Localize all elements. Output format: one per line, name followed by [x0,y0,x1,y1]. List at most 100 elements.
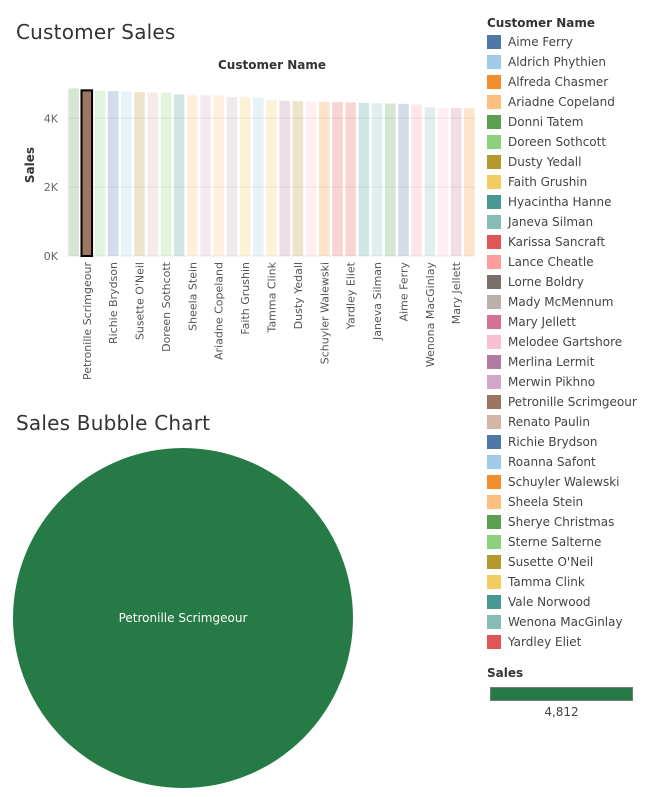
x-tick-label: Susette O'Neil [134,262,147,340]
legend-item[interactable]: Merlina Lermit [487,352,647,372]
x-tick-label: Faith Grushin [239,262,252,335]
legend-swatch [487,315,501,329]
legend-item[interactable]: Lorne Boldry [487,272,647,292]
bubble-chart[interactable]: Petronille Scrimgeour [0,440,480,797]
bar[interactable] [226,96,238,256]
legend-item[interactable]: Susette O'Neil [487,552,647,572]
bar[interactable] [464,108,475,256]
bar[interactable] [94,90,106,256]
bar[interactable] [239,97,251,256]
bar[interactable] [266,100,277,257]
bar[interactable] [279,100,290,256]
legend-item[interactable]: Dusty Yedall [487,152,647,172]
bar[interactable] [160,92,172,256]
legend-swatch [487,335,501,349]
legend-item[interactable]: Sheela Stein [487,492,647,512]
legend-item[interactable]: Yardley Eliet [487,632,647,652]
legend-item[interactable]: Ariadne Copeland [487,92,647,112]
legend-item[interactable]: Doreen Sothcott [487,132,647,152]
bar[interactable] [80,89,94,257]
legend-swatch [487,395,501,409]
bar[interactable] [332,102,343,256]
bar[interactable] [107,91,119,256]
legend-label: Dusty Yedall [508,155,582,169]
bar[interactable] [371,103,383,257]
legend-item[interactable]: Aldrich Phythien [487,52,647,72]
legend-label: Merwin Pikhno [508,375,596,389]
bar[interactable] [305,101,317,256]
legend-item[interactable]: Richie Brydson [487,432,647,452]
bar[interactable] [424,107,436,256]
x-tick-label: Wenona MacGinlay [424,262,437,368]
bar[interactable] [253,97,264,257]
legend-item[interactable]: Vale Norwood [487,592,647,612]
legend-item[interactable]: Mary Jellett [487,312,647,332]
bar[interactable] [450,107,462,256]
bar[interactable] [384,103,396,256]
legend-item[interactable]: Schuyler Walewski [487,472,647,492]
legend-item[interactable]: Alfreda Chasmer [487,72,647,92]
legend-swatch [487,275,501,289]
legend-item[interactable]: Mady McMennum [487,292,647,312]
sales-legend-swatch [490,687,633,701]
legend-item[interactable]: Janeva Silman [487,212,647,232]
bar[interactable] [134,92,145,256]
legend-item[interactable]: Lance Cheatle [487,252,647,272]
legend-swatch [487,115,501,129]
legend-item[interactable]: Roanna Safont [487,452,647,472]
legend-item[interactable]: Tamma Clink [487,572,647,592]
legend-title: Customer Name [487,16,595,30]
legend-swatch [487,515,501,529]
legend-swatch [487,195,501,209]
bar[interactable] [411,104,422,257]
legend-item[interactable]: Donni Tatem [487,112,647,132]
legend-swatch [487,495,501,509]
x-tick-label: Tamma Clink [266,261,279,333]
bar[interactable] [147,92,159,256]
legend-item[interactable]: Karissa Sancraft [487,232,647,252]
bar[interactable] [213,95,225,256]
bar[interactable] [200,95,211,256]
bubble-chart-title: Sales Bubble Chart [16,411,211,435]
legend-item[interactable]: Wenona MacGinlay [487,612,647,632]
legend-swatch [487,155,501,169]
bubble[interactable] [13,448,353,788]
bar[interactable] [292,101,304,256]
legend-item[interactable]: Sterne Salterne [487,532,647,552]
bar[interactable] [318,101,330,257]
y-tick-label: 4K [44,112,59,125]
legend-label: Tamma Clink [508,575,585,589]
bar-chart-title: Customer Sales [16,20,176,44]
x-tick-label: Aime Ferry [397,262,410,322]
legend-label: Merlina Lermit [508,355,595,369]
legend-swatch [487,595,501,609]
legend-item[interactable]: Sherye Christmas [487,512,647,532]
legend-label: Alfreda Chasmer [508,75,609,89]
bar[interactable] [345,102,356,256]
legend-label: Petronille Scrimgeour [508,395,637,409]
sales-legend-title: Sales [487,666,524,680]
legend-item[interactable]: Faith Grushin [487,172,647,192]
y-tick-label: 2K [44,181,59,194]
bar[interactable] [173,94,185,256]
legend-item[interactable]: Renato Paulin [487,412,647,432]
bar[interactable] [358,102,370,256]
legend-label: Susette O'Neil [508,555,594,569]
legend-item[interactable]: Petronille Scrimgeour [487,392,647,412]
legend-swatch [487,35,501,49]
legend-item[interactable]: Melodee Gartshore [487,332,647,352]
x-tick-label: Schuyler Walewski [318,262,331,364]
legend-swatch [487,415,501,429]
bar[interactable] [187,94,198,257]
legend-item[interactable]: Merwin Pikhno [487,372,647,392]
bar-chart[interactable]: Customer Name Sales 0K 2K 4K Petronille Scrim… [0,55,480,395]
legend-swatch [487,75,501,89]
bar[interactable] [68,88,79,256]
legend-label: Karissa Sancraft [508,235,606,249]
bar[interactable] [121,91,132,256]
bar[interactable] [437,107,449,256]
bar[interactable] [398,103,409,256]
legend-item[interactable]: Aime Ferry [487,32,647,52]
legend-swatch [487,455,501,469]
legend-item[interactable]: Hyacintha Hanne [487,192,647,212]
